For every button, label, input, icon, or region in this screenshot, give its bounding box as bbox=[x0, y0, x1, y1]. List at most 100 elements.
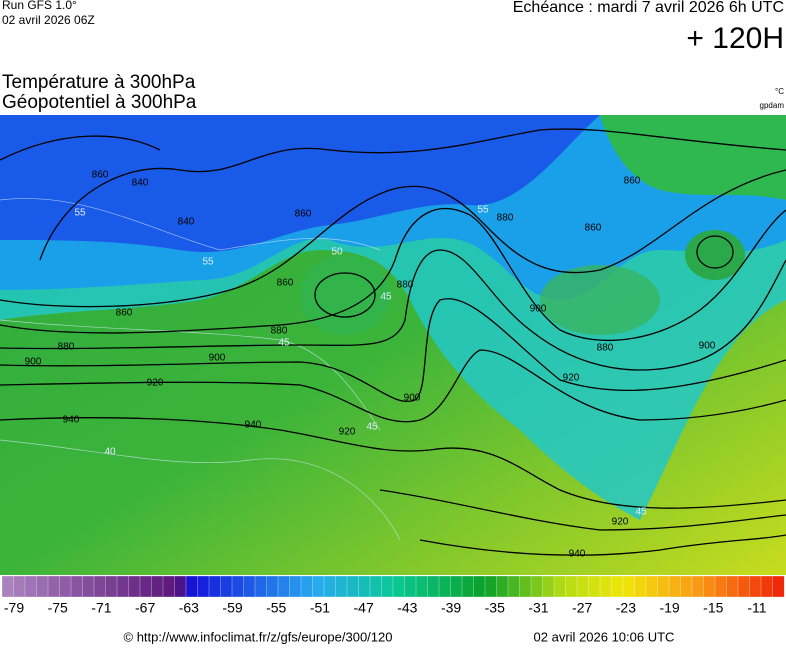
contour bbox=[379, 489, 786, 531]
colorbar-label: -63 bbox=[179, 600, 199, 616]
colorbar-cell bbox=[197, 575, 210, 598]
warm-north bbox=[600, 115, 786, 200]
colorbar-cell bbox=[726, 575, 739, 598]
colorbar-cell bbox=[151, 575, 164, 598]
contour-label: 900 bbox=[25, 357, 42, 368]
footer-date: 02 avril 2026 10:06 UTC bbox=[534, 629, 675, 644]
contour-label: 840 bbox=[178, 217, 195, 228]
colorbar-cell bbox=[369, 575, 382, 598]
map: 860 840 840 860 860 860 880 880 900 900 920 940 940 9… bbox=[0, 115, 786, 575]
colorbar-cell bbox=[254, 575, 267, 598]
colorbar-label: -11 bbox=[747, 600, 766, 616]
colorbar-cell bbox=[450, 575, 463, 598]
colorbar-cell bbox=[323, 575, 336, 598]
warm-pocket bbox=[540, 265, 660, 335]
contour-label: 860 bbox=[92, 170, 109, 181]
colorbar-cell bbox=[553, 575, 566, 598]
colorbar-cell bbox=[93, 575, 106, 598]
colorbar-cell bbox=[36, 575, 49, 598]
colorbar-cell bbox=[473, 575, 486, 598]
colorbar-cell bbox=[174, 575, 187, 598]
colorbar-cell bbox=[611, 575, 624, 598]
contour bbox=[314, 272, 376, 318]
contour bbox=[0, 298, 786, 403]
colorbar-cell bbox=[565, 575, 578, 598]
colorbar-cell bbox=[634, 575, 647, 598]
colorbar-label: -23 bbox=[616, 600, 636, 616]
colorbar-cell bbox=[358, 575, 371, 598]
colorbar-cell bbox=[703, 575, 716, 598]
colorbar-cell bbox=[657, 575, 670, 598]
unit-geo: gpdam bbox=[760, 101, 785, 110]
colorbar-cell bbox=[415, 575, 428, 598]
colorbar-cell bbox=[714, 575, 727, 598]
contour-label: 880 bbox=[58, 342, 75, 353]
isotherm bbox=[0, 198, 381, 251]
colorbar-cell bbox=[588, 575, 601, 598]
colorbar-cell bbox=[116, 575, 129, 598]
colorbar-label: -43 bbox=[397, 600, 417, 616]
contour-label: 880 bbox=[497, 213, 514, 224]
unit-temp: °C bbox=[775, 87, 784, 96]
contour bbox=[0, 349, 786, 423]
title-geo: Géopotentiel à 300hPa bbox=[2, 92, 197, 113]
colorbar-label: -27 bbox=[572, 600, 592, 616]
colorbar-label: -71 bbox=[91, 600, 111, 616]
isotherm-label: 55 bbox=[202, 257, 214, 268]
colorbar-label: -59 bbox=[222, 600, 242, 616]
colorbar-label: -79 bbox=[4, 600, 24, 616]
contour-label: 880 bbox=[597, 343, 614, 354]
colorbar-cell bbox=[1, 575, 14, 598]
colorbar-cell bbox=[760, 575, 773, 598]
contour-label: 920 bbox=[612, 517, 629, 528]
colorbar-cell bbox=[162, 575, 175, 598]
contour bbox=[419, 534, 786, 556]
colorbar-cell bbox=[404, 575, 417, 598]
colorbar-cell bbox=[277, 575, 290, 598]
colorbar-cell bbox=[772, 575, 785, 598]
coldest-region bbox=[0, 115, 600, 253]
contour bbox=[0, 135, 161, 161]
colorbar-cell bbox=[346, 575, 359, 598]
valid-time: Echéance : mardi 7 avril 2026 6h UTC bbox=[513, 0, 784, 16]
contour-label: 940 bbox=[569, 549, 586, 560]
isotherm bbox=[0, 319, 381, 431]
colorbar-label: -55 bbox=[266, 600, 286, 616]
colorbar-cell bbox=[392, 575, 405, 598]
colorbar-cell bbox=[70, 575, 83, 598]
contour-label: 900 bbox=[699, 341, 716, 352]
contour bbox=[0, 249, 786, 371]
lead-time: + 120H bbox=[686, 22, 784, 55]
colorbar-cell bbox=[599, 575, 612, 598]
colorbar-cell bbox=[622, 575, 635, 598]
contour bbox=[0, 417, 786, 509]
colorbar-cell bbox=[576, 575, 589, 598]
contour-label: 860 bbox=[116, 308, 133, 319]
colorbar: -79 -75 -71 -67 -63 -59 -55 -51 -47 -43 -39 -35 -31 -… bbox=[1, 575, 785, 616]
warm-pocket bbox=[300, 255, 390, 335]
colorbar-label: -15 bbox=[703, 600, 723, 616]
colorbar-cell bbox=[507, 575, 520, 598]
colorbar-cell bbox=[749, 575, 762, 598]
title-temp: Température à 300hPa bbox=[2, 72, 196, 93]
colorbar-cell bbox=[530, 575, 543, 598]
isotherm-label: 55 bbox=[74, 208, 86, 219]
colorbar-cell bbox=[312, 575, 325, 598]
isotherm-label: 55 bbox=[477, 205, 489, 216]
colorbar-label: -67 bbox=[135, 600, 155, 616]
colorbar-cell bbox=[484, 575, 497, 598]
colorbar-label: -47 bbox=[354, 600, 374, 616]
colorbar-label: -39 bbox=[441, 600, 461, 616]
isotherm-label: 45 bbox=[278, 338, 290, 349]
isotherm-label: 45 bbox=[380, 292, 392, 303]
contour-label: 880 bbox=[271, 326, 288, 337]
colorbar-cell bbox=[645, 575, 658, 598]
colorbar-cell bbox=[105, 575, 118, 598]
contour-label: 900 bbox=[209, 353, 226, 364]
colorbar-cell bbox=[542, 575, 555, 598]
footer-source: © http://www.infoclimat.fr/z/gfs/europe/… bbox=[124, 629, 393, 644]
colorbar-cell bbox=[266, 575, 279, 598]
contour-label: 880 bbox=[397, 280, 414, 291]
isotherm-label: 40 bbox=[104, 447, 116, 458]
colorbar-cell bbox=[220, 575, 233, 598]
